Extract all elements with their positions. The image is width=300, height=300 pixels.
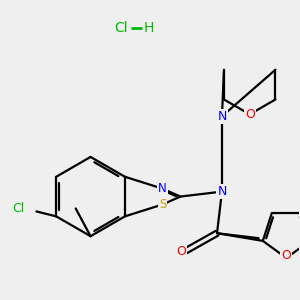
Text: N: N [217,110,227,123]
Text: O: O [245,108,255,121]
Text: Cl: Cl [13,202,25,215]
Text: H: H [143,21,154,35]
Text: N: N [158,182,167,195]
Text: N: N [217,185,227,198]
Text: O: O [281,249,291,262]
Text: Cl: Cl [114,21,128,35]
Text: O: O [176,244,186,258]
Text: S: S [159,198,166,211]
